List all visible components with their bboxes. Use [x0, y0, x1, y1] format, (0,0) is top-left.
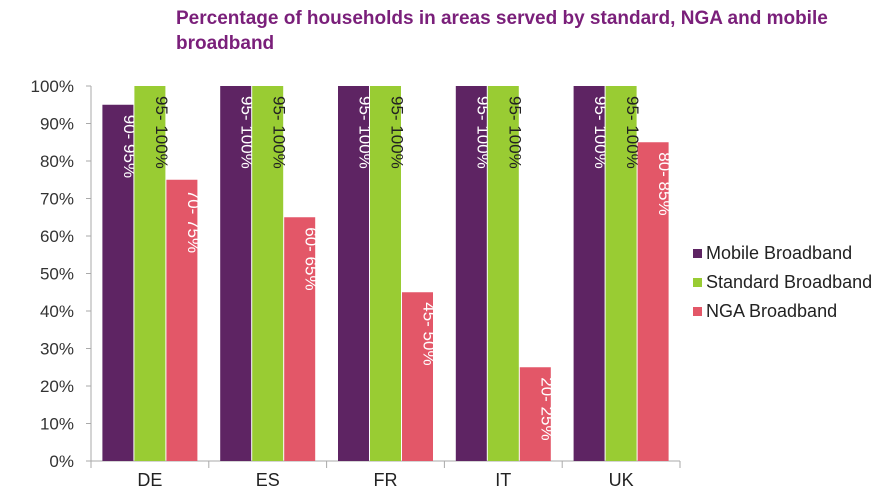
bar-data-label: 95- 100% [591, 96, 610, 169]
bars: 90- 95% 95- 100% 70- 75% 95- 100% 95- 100% 60… [102, 86, 674, 461]
y-tick-label: 60% [40, 227, 74, 246]
legend-swatch [693, 249, 702, 258]
legend-entry: Standard Broadband [706, 272, 872, 292]
legend-entry: Mobile Broadband [706, 243, 852, 263]
y-tick-label: 20% [40, 377, 74, 396]
x-tick-label: UK [609, 470, 634, 490]
y-tick-label: 0% [49, 452, 74, 471]
chart-title: Percentage of households in areas served… [176, 8, 828, 54]
bar [637, 142, 669, 461]
x-tick-label: ES [256, 470, 280, 490]
bar-data-label: 90- 95% [120, 115, 139, 178]
legend: Mobile Broadband Standard Broadband NGA Br… [693, 243, 872, 321]
bar [519, 367, 551, 461]
bar-data-label: 95- 100% [152, 96, 171, 169]
x-axis: DE ES FR IT UK [90, 460, 681, 490]
y-tick-label: 80% [40, 152, 74, 171]
y-axis: 0% 10% 20% 30% 40% 50% 60% 70% 80% 90% 100% [31, 77, 92, 471]
bar [134, 86, 166, 461]
bar [573, 86, 605, 461]
bar [455, 86, 487, 461]
legend-swatch [693, 278, 702, 287]
bar [252, 86, 284, 461]
bar [166, 179, 198, 461]
bar-data-label: 95- 100% [473, 96, 492, 169]
bar-data-label: 60- 65% [302, 227, 321, 290]
bar-data-label: 80- 85% [655, 152, 674, 215]
bar [402, 292, 433, 461]
x-tick-label: IT [495, 470, 511, 490]
y-tick-label: 30% [40, 340, 74, 359]
bar [605, 86, 637, 461]
legend-swatch [693, 307, 702, 316]
bar [338, 86, 369, 461]
bar [102, 104, 134, 461]
legend-entry: NGA Broadband [706, 301, 837, 321]
bar [220, 86, 252, 461]
bar-data-label: 95- 100% [270, 96, 289, 169]
bar-data-label: 70- 75% [184, 190, 203, 253]
bar-data-label: 45- 50% [420, 302, 439, 365]
bar-data-label: 95- 100% [238, 96, 257, 169]
bar-data-label: 95- 100% [388, 96, 407, 169]
bar [370, 86, 401, 461]
y-tick-label: 100% [31, 77, 74, 96]
bar [487, 86, 519, 461]
y-tick-label: 90% [40, 115, 74, 134]
x-tick-label: FR [374, 470, 398, 490]
bar [284, 217, 316, 461]
bar-data-label: 95- 100% [356, 96, 375, 169]
bar-data-label: 20- 25% [537, 377, 556, 440]
bar-data-label: 95- 100% [505, 96, 524, 169]
x-tick-label: DE [137, 470, 162, 490]
y-tick-label: 70% [40, 190, 74, 209]
y-tick-label: 40% [40, 302, 74, 321]
y-tick-label: 10% [40, 415, 74, 434]
y-tick-label: 50% [40, 265, 74, 284]
bar-data-label: 95- 100% [623, 96, 642, 169]
